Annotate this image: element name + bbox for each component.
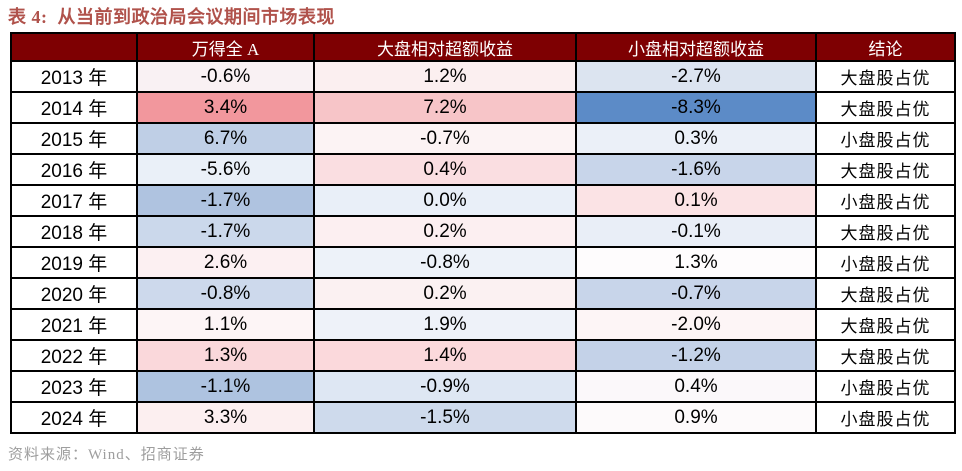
large-cap-excess-cell: 0.4% [313, 153, 577, 186]
large-cap-excess-cell: 0.0% [313, 184, 577, 217]
wind-all-a-cell: 3.3% [136, 401, 315, 434]
table-row-2022: 2022 年 1.3% 1.4% -1.2% 大盘股占优 [10, 339, 956, 372]
small-cap-excess-cell: -2.7% [575, 60, 817, 93]
small-cap-excess-cell: -1.2% [575, 339, 817, 372]
table-title-prefix: 表 4: [8, 7, 48, 27]
small-cap-excess-cell: -0.1% [575, 215, 817, 248]
small-cap-excess-cell: -0.7% [575, 277, 817, 310]
header-cell-large-cap-excess: 大盘相对超额收益 [313, 32, 577, 62]
table-row-2024: 2024 年 3.3% -1.5% 0.9% 小盘股占优 [10, 401, 956, 434]
conclusion-cell: 大盘股占优 [815, 153, 956, 186]
table-row-2019: 2019 年 2.6% -0.8% 1.3% 小盘股占优 [10, 246, 956, 279]
small-cap-excess-cell: 0.4% [575, 370, 817, 403]
table-title: 表 4: 从当前到政治局会议期间市场表现 [8, 3, 335, 29]
table-row-2021: 2021 年 1.1% 1.9% -2.0% 大盘股占优 [10, 308, 956, 341]
large-cap-excess-cell: 1.9% [313, 308, 577, 341]
table-row-2018: 2018 年 -1.7% 0.2% -0.1% 大盘股占优 [10, 215, 956, 248]
large-cap-excess-cell: 0.2% [313, 215, 577, 248]
header-cell-small-cap-excess: 小盘相对超额收益 [575, 32, 817, 62]
year-cell: 2021 年 [10, 308, 138, 341]
conclusion-cell: 小盘股占优 [815, 122, 956, 155]
year-cell: 2015 年 [10, 122, 138, 155]
large-cap-excess-cell: 7.2% [313, 91, 577, 124]
small-cap-excess-cell: 0.9% [575, 401, 817, 434]
table-row-2017: 2017 年 -1.7% 0.0% 0.1% 小盘股占优 [10, 184, 956, 217]
year-cell: 2014 年 [10, 91, 138, 124]
year-cell: 2013 年 [10, 60, 138, 93]
year-cell: 2019 年 [10, 246, 138, 279]
large-cap-excess-cell: -1.5% [313, 401, 577, 434]
conclusion-cell: 大盘股占优 [815, 91, 956, 124]
year-cell: 2020 年 [10, 277, 138, 310]
small-cap-excess-cell: 1.3% [575, 246, 817, 279]
wind-all-a-cell: -5.6% [136, 153, 315, 186]
header-cell-wind-all-a: 万得全 A [136, 32, 315, 62]
wind-all-a-cell: -1.1% [136, 370, 315, 403]
conclusion-cell: 小盘股占优 [815, 370, 956, 403]
header-cell-conclusion: 结论 [815, 32, 956, 62]
table-row-2015: 2015 年 6.7% -0.7% 0.3% 小盘股占优 [10, 122, 956, 155]
year-cell: 2022 年 [10, 339, 138, 372]
table-row-2020: 2020 年 -0.8% 0.2% -0.7% 大盘股占优 [10, 277, 956, 310]
year-cell: 2023 年 [10, 370, 138, 403]
conclusion-cell: 小盘股占优 [815, 246, 956, 279]
header-cell-year [10, 32, 138, 62]
large-cap-excess-cell: -0.9% [313, 370, 577, 403]
year-cell: 2017 年 [10, 184, 138, 217]
conclusion-cell: 小盘股占优 [815, 401, 956, 434]
wind-all-a-cell: -1.7% [136, 184, 315, 217]
table-row-2013: 2013 年 -0.6% 1.2% -2.7% 大盘股占优 [10, 60, 956, 93]
small-cap-excess-cell: -2.0% [575, 308, 817, 341]
table-row-2016: 2016 年 -5.6% 0.4% -1.6% 大盘股占优 [10, 153, 956, 186]
conclusion-cell: 大盘股占优 [815, 60, 956, 93]
market-performance-table: 万得全 A 大盘相对超额收益 小盘相对超额收益 结论 2013 年 -0.6% … [10, 32, 956, 434]
small-cap-excess-cell: -8.3% [575, 91, 817, 124]
wind-all-a-cell: 6.7% [136, 122, 315, 155]
conclusion-cell: 小盘股占优 [815, 184, 956, 217]
wind-all-a-cell: -1.7% [136, 215, 315, 248]
conclusion-cell: 大盘股占优 [815, 339, 956, 372]
header-row: 万得全 A 大盘相对超额收益 小盘相对超额收益 结论 [10, 32, 956, 62]
conclusion-cell: 大盘股占优 [815, 308, 956, 341]
conclusion-cell: 大盘股占优 [815, 277, 956, 310]
small-cap-excess-cell: 0.1% [575, 184, 817, 217]
small-cap-excess-cell: -1.6% [575, 153, 817, 186]
large-cap-excess-cell: 1.2% [313, 60, 577, 93]
table-row-2014: 2014 年 3.4% 7.2% -8.3% 大盘股占优 [10, 91, 956, 124]
year-cell: 2024 年 [10, 401, 138, 434]
table-row-2023: 2023 年 -1.1% -0.9% 0.4% 小盘股占优 [10, 370, 956, 403]
large-cap-excess-cell: -0.7% [313, 122, 577, 155]
table-title-text: 从当前到政治局会议期间市场表现 [57, 7, 335, 27]
large-cap-excess-cell: 0.2% [313, 277, 577, 310]
wind-all-a-cell: 1.1% [136, 308, 315, 341]
large-cap-excess-cell: -0.8% [313, 246, 577, 279]
wind-all-a-cell: 1.3% [136, 339, 315, 372]
conclusion-cell: 大盘股占优 [815, 215, 956, 248]
year-cell: 2016 年 [10, 153, 138, 186]
wind-all-a-cell: -0.8% [136, 277, 315, 310]
wind-all-a-cell: 2.6% [136, 246, 315, 279]
data-source-note: 资料来源：Wind、招商证券 [8, 447, 205, 463]
year-cell: 2018 年 [10, 215, 138, 248]
wind-all-a-cell: -0.6% [136, 60, 315, 93]
large-cap-excess-cell: 1.4% [313, 339, 577, 372]
small-cap-excess-cell: 0.3% [575, 122, 817, 155]
wind-all-a-cell: 3.4% [136, 91, 315, 124]
